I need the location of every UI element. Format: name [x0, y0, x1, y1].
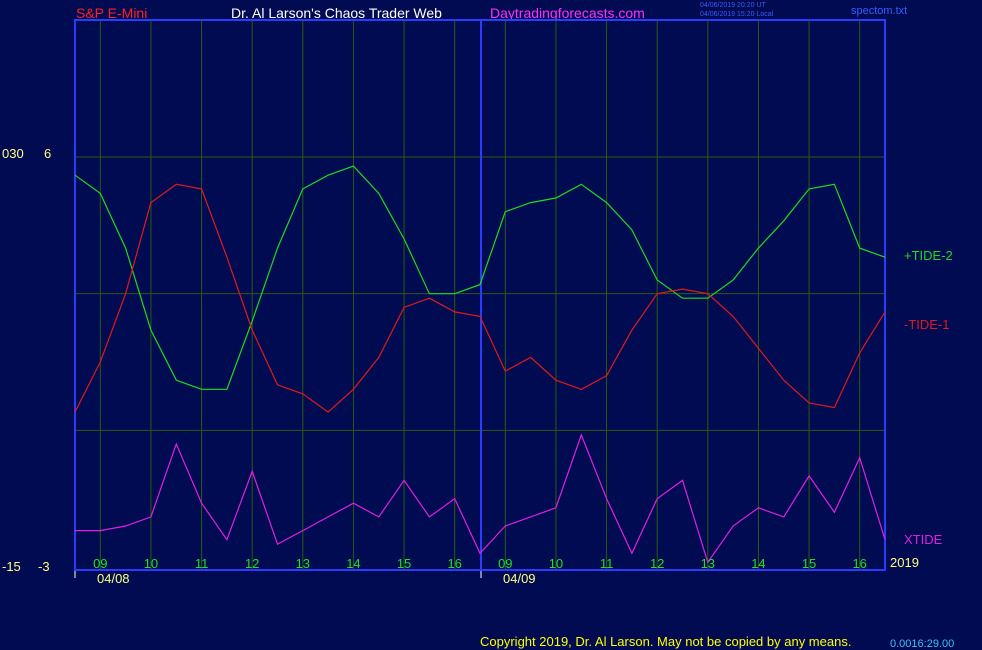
- symbol-label: S&P E-Mini: [76, 5, 148, 21]
- x-tick-label: 09: [498, 556, 512, 571]
- y-outer-top: 030: [2, 146, 24, 161]
- x-tick-label: 15: [802, 556, 816, 571]
- x-tick-label: 14: [751, 556, 765, 571]
- timestamp-local: 04/06/2019 15:20 Local: [700, 11, 774, 18]
- legend-xtide: XTIDE: [904, 532, 943, 547]
- x-tick-label: 11: [195, 556, 209, 571]
- file-label: spectom.txt: [851, 5, 908, 17]
- year-label: 2019: [890, 555, 919, 570]
- x-tick-label: 12: [650, 556, 664, 571]
- x-tick-label: 15: [397, 556, 411, 571]
- x-tick-label: 10: [144, 556, 158, 571]
- x-tick-label: 13: [296, 556, 310, 571]
- copyright-notice: Copyright 2019, Dr. Al Larson. May not b…: [480, 634, 852, 649]
- site-link[interactable]: Daytradingforecasts.com: [490, 5, 645, 21]
- series-line--tide-1: [74, 183, 886, 413]
- date-label: 04/08: [97, 571, 130, 586]
- x-tick-label: 13: [701, 556, 715, 571]
- x-tick-label: 12: [245, 556, 259, 571]
- legend-tide-plus: +TIDE-2: [904, 248, 953, 263]
- chart-title: Dr. Al Larson's Chaos Trader Web: [231, 5, 442, 21]
- series-line-xtide: [75, 433, 886, 564]
- date-label: 04/09: [503, 571, 536, 586]
- x-tick-label: 10: [549, 556, 563, 571]
- y-inner-top: 6: [44, 146, 52, 161]
- x-tick-label: 16: [447, 556, 461, 571]
- cursor-readout: 0.0016:29.00: [890, 638, 955, 650]
- y-inner-bottom: -3: [38, 559, 50, 574]
- timestamp-ut: 04/06/2019 20:20 UT: [700, 2, 766, 9]
- y-outer-bottom: -15: [2, 559, 21, 574]
- x-tick-label: 11: [600, 556, 614, 571]
- legend-tide-minus: -TIDE-1: [904, 317, 950, 332]
- x-tick-label: 09: [93, 556, 107, 571]
- x-tick-label: 14: [346, 556, 360, 571]
- x-tick-label: 16: [852, 556, 866, 571]
- series-line--tide-2: [74, 165, 886, 390]
